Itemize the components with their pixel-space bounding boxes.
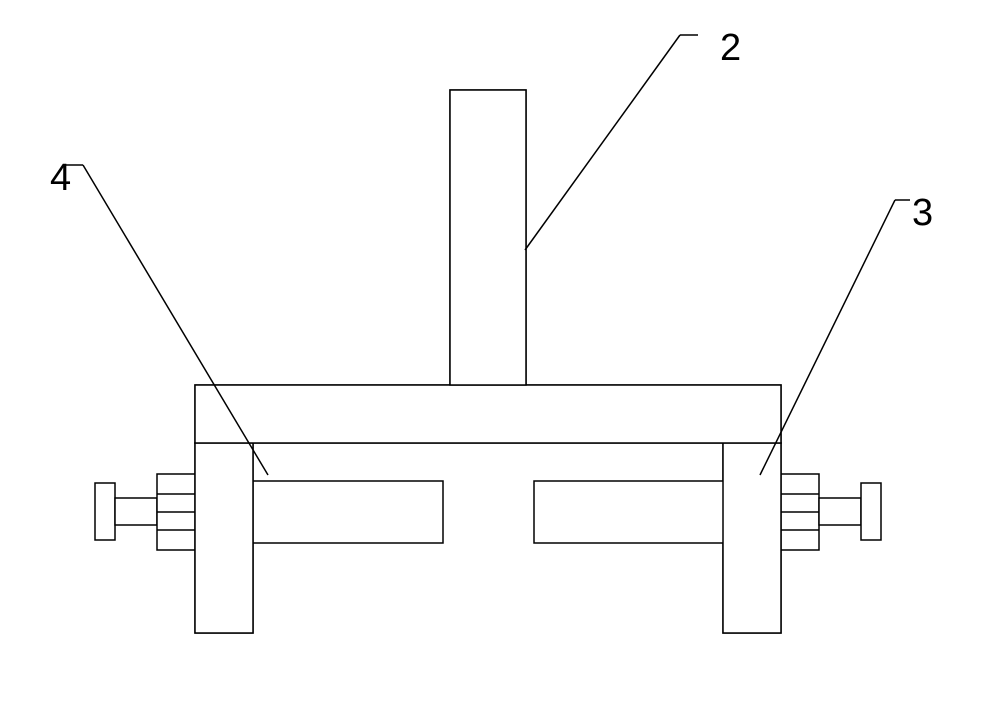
vertical-post-front	[450, 90, 526, 385]
right-shaft	[819, 498, 861, 525]
left-shaft	[115, 498, 157, 525]
left-flange	[95, 483, 115, 540]
bridge-right-leg-front	[723, 443, 781, 633]
callout-label-4: 4	[50, 157, 72, 199]
right-flange	[861, 483, 881, 540]
inner-bar-left	[253, 481, 443, 543]
bridge-left-leg-front	[195, 443, 253, 633]
callout-label-2: 2	[720, 27, 742, 69]
inner-bar-right	[534, 481, 724, 543]
bridge-top-front	[195, 385, 781, 443]
callout-label-3: 3	[912, 192, 934, 234]
